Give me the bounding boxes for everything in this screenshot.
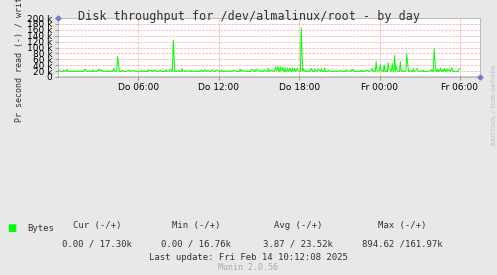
Text: Cur (-/+): Cur (-/+) [73, 221, 121, 230]
Text: Last update: Fri Feb 14 10:12:08 2025: Last update: Fri Feb 14 10:12:08 2025 [149, 253, 348, 262]
Text: Bytes: Bytes [27, 224, 54, 233]
Text: Munin 2.0.56: Munin 2.0.56 [219, 263, 278, 272]
Text: Min (-/+): Min (-/+) [172, 221, 221, 230]
Text: RRDTOOL / TOBI OETIKER: RRDTOOL / TOBI OETIKER [491, 64, 496, 145]
Text: Max (-/+): Max (-/+) [378, 221, 427, 230]
Text: 894.62 /161.97k: 894.62 /161.97k [362, 240, 443, 249]
Text: 3.87 / 23.52k: 3.87 / 23.52k [263, 240, 333, 249]
Y-axis label: Pr second read (-) / write (+): Pr second read (-) / write (+) [15, 0, 24, 122]
Text: ■: ■ [7, 223, 17, 233]
Text: Avg (-/+): Avg (-/+) [274, 221, 323, 230]
Text: Disk throughput for /dev/almalinux/root - by day: Disk throughput for /dev/almalinux/root … [78, 10, 419, 23]
Text: 0.00 / 17.30k: 0.00 / 17.30k [62, 240, 132, 249]
Text: 0.00 / 16.76k: 0.00 / 16.76k [162, 240, 231, 249]
